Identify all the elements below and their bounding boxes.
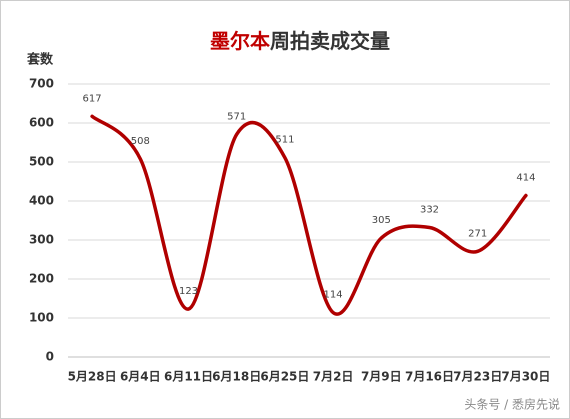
watermark: 头条号 / 悉房先说 xyxy=(464,397,560,412)
data-label: 617 xyxy=(83,93,102,104)
y-tick-label: 500 xyxy=(29,155,54,169)
line xyxy=(90,114,528,316)
x-tick-label: 6月11日 xyxy=(164,370,213,384)
y-tick-label: 600 xyxy=(29,116,54,130)
x-tick-label: 7月30日 xyxy=(501,370,550,384)
y-axis-label: 套数 xyxy=(26,52,54,68)
title-part: 周拍卖成交量 xyxy=(270,29,390,53)
y-tick-label: 100 xyxy=(29,311,54,325)
x-tick-label: 7月16日 xyxy=(405,370,454,384)
title-part: 墨尔本 xyxy=(210,29,270,53)
x-tick-label: 5月28日 xyxy=(68,370,117,384)
x-tick-label: 6月18日 xyxy=(212,370,261,384)
y-tick-label: 200 xyxy=(29,272,54,286)
y-tick-label: 400 xyxy=(29,194,54,208)
data-label: 508 xyxy=(131,136,150,147)
x-tick-label: 6月4日 xyxy=(120,370,161,384)
y-tick-label: 0 xyxy=(46,350,54,364)
data-label: 571 xyxy=(227,111,246,122)
chart-title: 墨尔本周拍卖成交量 xyxy=(210,29,390,53)
data-label: 414 xyxy=(516,173,535,184)
x-tick-label: 7月23日 xyxy=(453,370,502,384)
x-tick-label: 7月9日 xyxy=(361,370,402,384)
data-label: 511 xyxy=(275,135,294,146)
data-label: 332 xyxy=(420,205,439,216)
data-label: 305 xyxy=(372,215,391,226)
data-label: 114 xyxy=(324,290,343,301)
x-tick-label: 7月2日 xyxy=(313,370,354,384)
y-tick-label: 700 xyxy=(29,77,54,91)
x-tick-label: 6月25日 xyxy=(260,370,309,384)
data-label: 123 xyxy=(179,286,198,297)
y-tick-label: 300 xyxy=(29,233,54,247)
data-label: 271 xyxy=(468,228,487,239)
